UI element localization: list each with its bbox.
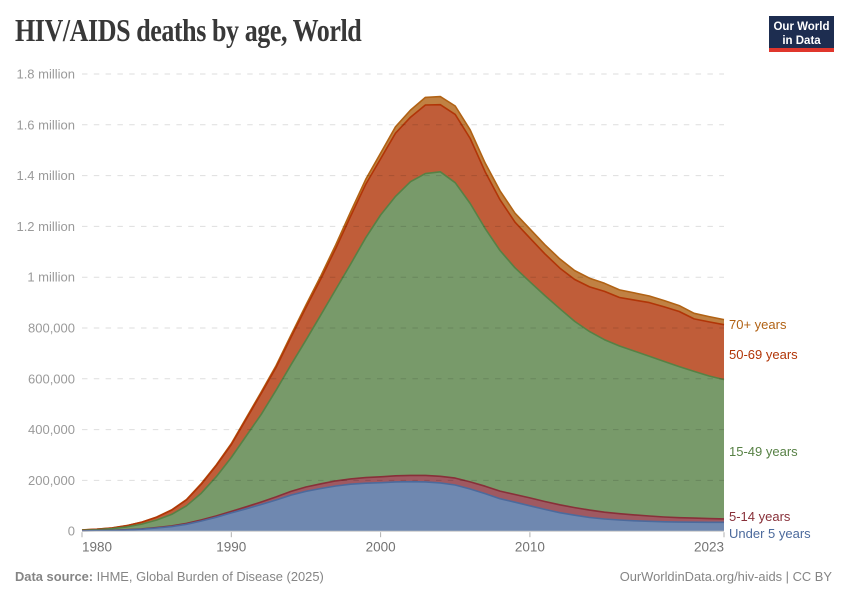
svg-text:0: 0 <box>68 524 75 539</box>
svg-text:2010: 2010 <box>515 540 545 555</box>
svg-text:1.6 million: 1.6 million <box>16 117 75 132</box>
svg-text:2000: 2000 <box>366 540 396 555</box>
svg-text:5-14 years: 5-14 years <box>729 509 791 524</box>
svg-text:1980: 1980 <box>82 540 112 555</box>
svg-text:15-49 years: 15-49 years <box>729 444 798 459</box>
svg-text:1990: 1990 <box>216 540 246 555</box>
svg-text:1 million: 1 million <box>27 270 75 285</box>
svg-text:50-69 years: 50-69 years <box>729 347 798 362</box>
svg-text:400,000: 400,000 <box>28 422 75 437</box>
svg-text:1.4 million: 1.4 million <box>16 168 75 183</box>
svg-text:600,000: 600,000 <box>28 371 75 386</box>
svg-text:1.2 million: 1.2 million <box>16 219 75 234</box>
svg-text:2023: 2023 <box>694 540 724 555</box>
svg-text:Under 5 years: Under 5 years <box>729 526 811 541</box>
svg-text:200,000: 200,000 <box>28 473 75 488</box>
svg-text:800,000: 800,000 <box>28 321 75 336</box>
svg-text:70+ years: 70+ years <box>729 317 787 332</box>
svg-text:1.8 million: 1.8 million <box>16 67 75 82</box>
